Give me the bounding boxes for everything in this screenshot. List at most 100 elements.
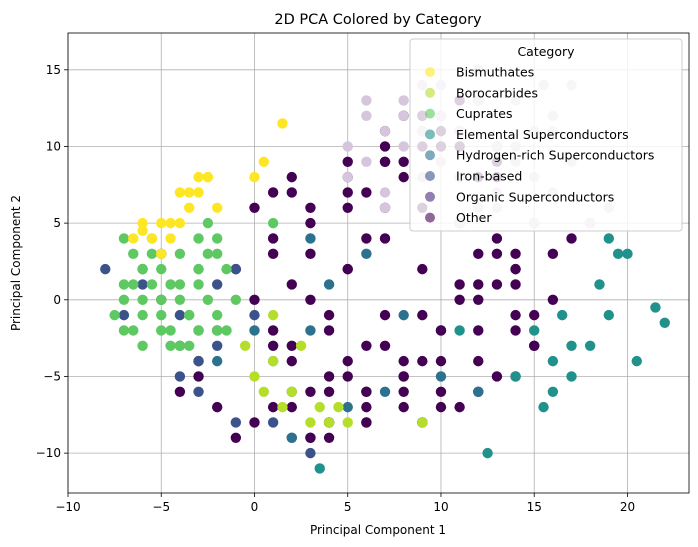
data-point [305, 417, 316, 428]
data-point [221, 263, 232, 275]
data-point [211, 309, 223, 321]
data-point [286, 386, 297, 397]
data-point [249, 202, 260, 213]
data-point [361, 248, 372, 259]
data-point [342, 417, 353, 428]
data-point [230, 432, 242, 443]
data-point [379, 309, 391, 321]
data-point [193, 263, 204, 275]
data-point [137, 279, 148, 290]
data-point [118, 233, 130, 244]
data-point [202, 217, 214, 229]
data-point [379, 202, 391, 213]
data-point [305, 248, 316, 259]
data-point [454, 401, 465, 413]
data-point [118, 279, 130, 290]
data-point [211, 355, 223, 367]
data-point [249, 417, 260, 428]
data-point [342, 263, 353, 275]
legend-label-cuprates: Cuprates [456, 106, 513, 121]
data-point [314, 463, 325, 474]
data-point [286, 171, 297, 183]
series-borocarbides [239, 309, 428, 428]
data-point [174, 386, 186, 397]
data-point [100, 263, 111, 275]
data-point [156, 217, 167, 229]
data-point [305, 447, 316, 459]
data-point [137, 217, 148, 229]
data-point [398, 171, 409, 183]
series-cuprates [109, 217, 279, 351]
data-point [305, 294, 316, 305]
data-point [165, 279, 176, 290]
data-point [547, 386, 559, 397]
data-point [258, 386, 270, 397]
x-tick-label: 10 [433, 500, 448, 514]
data-point [361, 417, 372, 428]
data-point [184, 202, 195, 213]
data-point [631, 355, 642, 367]
data-point [510, 248, 521, 259]
data-point [137, 263, 148, 275]
data-point [128, 325, 139, 336]
data-point [491, 248, 503, 259]
data-point [659, 317, 670, 328]
data-point [417, 355, 428, 367]
data-point [379, 340, 391, 351]
data-point [174, 248, 186, 259]
data-point [221, 325, 232, 336]
chart-title: 2D PCA Colored by Category [274, 12, 482, 28]
data-point [267, 187, 279, 198]
data-point [211, 233, 223, 244]
data-point [566, 371, 577, 382]
data-point [211, 279, 223, 290]
data-point [491, 371, 503, 382]
data-point [267, 309, 279, 321]
legend-label-other: Other [456, 210, 492, 225]
legend: Category Bismuthates Borocarbides Cuprates… [409, 38, 683, 232]
data-point [193, 325, 204, 336]
data-point [165, 233, 176, 244]
data-point [379, 156, 391, 167]
data-point [547, 248, 559, 259]
data-point [510, 325, 521, 336]
data-point [128, 233, 139, 244]
data-point [184, 187, 195, 198]
y-tick-label: −10 [36, 446, 61, 460]
data-point [361, 187, 372, 198]
data-point [193, 187, 204, 198]
data-point [342, 171, 353, 183]
data-point [211, 340, 223, 351]
x-axis-ticks: −10 −5 0 5 10 15 20 [55, 493, 635, 514]
y-tick-label: −5 [43, 369, 61, 383]
legend-label-iron-based: Iron-based [456, 169, 522, 184]
data-point [137, 294, 148, 305]
data-point [454, 279, 465, 290]
data-point [417, 263, 428, 275]
data-point [267, 355, 279, 367]
data-point [473, 386, 484, 397]
data-point [510, 371, 521, 382]
data-point [305, 217, 316, 229]
data-point [230, 263, 242, 275]
data-point [435, 386, 447, 397]
x-tick-label: −5 [152, 500, 170, 514]
data-point [482, 447, 493, 459]
data-point [174, 309, 186, 321]
legend-title: Category [517, 44, 575, 59]
data-point [305, 386, 316, 397]
legend-label-organic-superconductors: Organic Superconductors [456, 189, 614, 204]
data-point [361, 233, 372, 244]
data-point [473, 355, 484, 367]
data-point [379, 125, 391, 137]
data-point [547, 355, 559, 367]
series-bismuthates [128, 118, 288, 259]
data-point [118, 325, 130, 336]
data-point [174, 187, 186, 198]
data-point [286, 432, 297, 443]
data-point [295, 340, 307, 351]
data-point [211, 248, 223, 259]
data-point [193, 279, 204, 290]
data-point [286, 355, 297, 367]
